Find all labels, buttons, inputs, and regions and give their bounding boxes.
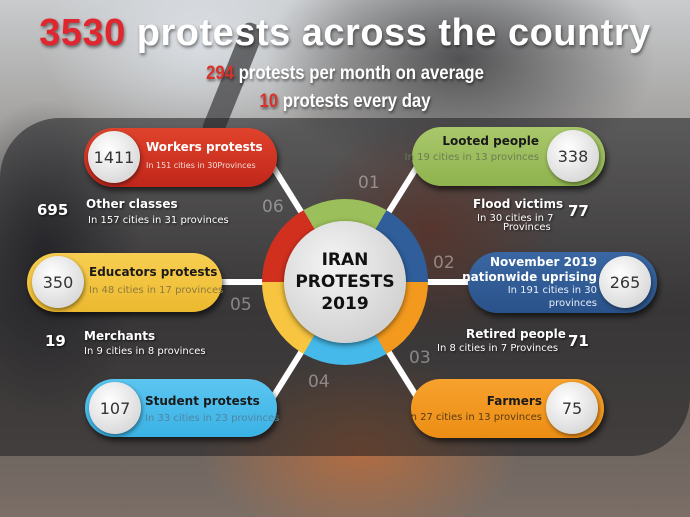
segment-number-02: 02 [433, 253, 455, 273]
farmers-pill: Farmers In 27 cities in 13 provinces 75 [407, 379, 604, 438]
center-title: IRAN PROTESTS 2019 [284, 221, 406, 343]
other-classes-title: Other classes [86, 197, 178, 211]
uprising-sub-1: In 191 cities in 30 [507, 285, 597, 296]
looted-sub: In 19 cities in 13 provinces [404, 152, 539, 163]
headline-total: 3530 protests across the country [0, 12, 690, 55]
farmers-title: Farmers [486, 394, 542, 408]
segment-number-01: 01 [358, 173, 380, 193]
workers-count: 1411 [88, 131, 140, 183]
student-count: 107 [89, 382, 141, 434]
flood-victims-sub-2: Provinces [503, 222, 551, 233]
total-text: protests across the country [125, 12, 651, 54]
other-classes-sub: In 157 cities in 31 provinces [88, 215, 229, 226]
flood-victims-sub-1: In 30 cities in 7 [477, 213, 554, 224]
student-protests-pill: 107 Student protests In 33 cities in 23 … [85, 379, 280, 437]
workers-protests-pill: 1411 Workers protests In 151 cities in 3… [84, 128, 277, 187]
workers-sub: In 151 cities in 30Provinces [146, 161, 256, 170]
segment-number-04: 04 [308, 372, 330, 392]
uprising-sub-2: provinces [548, 298, 597, 309]
center-line-2: PROTESTS [295, 272, 395, 292]
retired-sub: In 8 cities in 7 Provinces [437, 343, 559, 354]
segment-number-05: 05 [230, 295, 252, 315]
merchants-count: 19 [45, 332, 66, 350]
headline-daily: 10 protests every day [41, 91, 648, 113]
uprising-count: 265 [599, 256, 651, 308]
workers-title: Workers protests [146, 140, 263, 154]
daily-text: protests every day [278, 91, 431, 112]
monthly-text: protests per month on average [233, 63, 484, 84]
uprising-title-2: nationwide uprising [462, 270, 597, 284]
center-line-1: IRAN [321, 250, 369, 270]
other-classes-count: 695 [37, 201, 69, 219]
flood-victims-title: Flood victims [473, 197, 564, 211]
segment-number-06: 06 [262, 197, 284, 217]
november-uprising-pill: November 2019 nationwide uprising In 191… [462, 252, 657, 313]
educators-title: Educators protests [89, 265, 218, 279]
looted-people-pill: Looted people In 19 cities in 13 provinc… [405, 127, 605, 186]
farmers-count: 75 [546, 382, 598, 434]
farmers-sub: In 27 cities in 13 provinces [407, 412, 542, 423]
retired-title: Retired people [466, 327, 566, 341]
headline-monthly: 294 protests per month on average [41, 63, 648, 85]
educators-protests-pill: 350 Educators protests In 48 cities in 1… [27, 253, 224, 312]
center-line-3: 2019 [321, 294, 369, 314]
educators-sub: In 48 cities in 17 provinces [89, 285, 224, 296]
segment-number-03: 03 [409, 348, 431, 368]
merchants-title: Merchants [84, 329, 156, 343]
student-title: Student protests [145, 394, 260, 408]
merchants-sub: In 9 cities in 8 provinces [84, 346, 206, 357]
monthly-number: 294 [206, 63, 234, 84]
total-number: 3530 [39, 12, 126, 54]
educators-count: 350 [32, 256, 84, 308]
daily-number: 10 [259, 91, 279, 112]
looted-title: Looted people [442, 134, 539, 148]
student-sub: In 33 cities in 23 provinces [145, 413, 280, 424]
looted-count: 338 [547, 130, 599, 182]
flood-victims-count: 77 [568, 202, 589, 220]
uprising-title-1: November 2019 [490, 255, 597, 269]
retired-count: 71 [568, 332, 589, 350]
